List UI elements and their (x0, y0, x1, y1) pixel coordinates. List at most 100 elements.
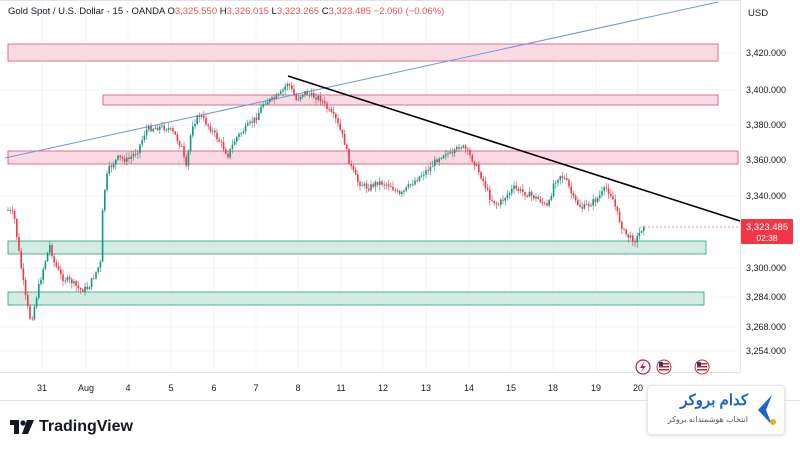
candle-body (236, 136, 238, 142)
candle-body (348, 148, 350, 164)
candle-body (79, 288, 82, 290)
candle-body (480, 172, 482, 179)
candle-body (264, 104, 267, 106)
candle-body (563, 177, 566, 179)
candle-body (493, 200, 495, 204)
candle-body (407, 184, 410, 188)
time-axis-label: 12 (378, 383, 388, 393)
us-flag-icon[interactable] (656, 359, 672, 375)
candle-body (220, 141, 223, 143)
candle-body (541, 202, 544, 203)
support-zone-3283[interactable] (7, 291, 705, 306)
candle-body (244, 125, 247, 132)
countdown-timer: 02:38 (756, 233, 778, 243)
tradingview-logo-icon (10, 420, 34, 434)
candle-body (418, 176, 421, 181)
candle-body (392, 186, 394, 191)
candle-body (559, 176, 561, 180)
current-price-value: 3,323.485 (746, 222, 788, 233)
support-zone-3310[interactable] (7, 240, 707, 255)
candle-body (544, 202, 546, 204)
candle-body (522, 189, 524, 193)
time-axis-label: 18 (548, 383, 558, 393)
price-axis-label: 3,300.000 (746, 263, 786, 273)
candle-body (511, 188, 513, 193)
candle-body (128, 157, 130, 159)
tradingview-logo[interactable]: TradingView (10, 418, 133, 436)
us-flag-icon[interactable] (694, 359, 710, 375)
price-chart[interactable]: 3,420.000 3,400.000 3,380.000 3,360.000 3,34… (0, 0, 800, 405)
candle-body (489, 189, 491, 201)
candle-body (44, 261, 47, 269)
candle-body (269, 99, 271, 103)
candle-body (218, 139, 220, 142)
candle-body (242, 131, 245, 134)
candle-body (605, 187, 608, 189)
candle-body (431, 165, 434, 167)
candle-body (434, 159, 436, 166)
candle-body (141, 139, 143, 145)
candle-body (152, 128, 154, 132)
candle-body (616, 206, 619, 212)
candle-body (387, 184, 390, 187)
resistance-zone-3400[interactable] (102, 94, 719, 106)
open-label: O (167, 6, 175, 17)
open-value: 3,325.550 (174, 6, 218, 17)
descending-trendline[interactable] (287, 75, 741, 222)
candle-body (491, 200, 493, 201)
candle-body (66, 277, 69, 281)
candle-body (412, 184, 414, 186)
resistance-zone-3420[interactable] (7, 43, 719, 62)
candle-body (57, 266, 60, 270)
candle-body (456, 147, 458, 150)
candle-body (132, 154, 135, 157)
candle-body (299, 96, 302, 100)
candle-body (330, 109, 333, 112)
candle-body (150, 126, 152, 132)
candle-body (163, 125, 165, 130)
candle-body (187, 151, 190, 166)
candle-body (599, 195, 601, 199)
candle-body (581, 206, 583, 209)
candle-body (447, 153, 449, 155)
candle-body (159, 126, 161, 131)
candle-body (341, 129, 344, 134)
candle-body (557, 179, 559, 183)
candle-body (315, 97, 317, 100)
candle-body (198, 116, 201, 118)
candle-body (385, 184, 388, 186)
time-axis-label: 5 (168, 383, 173, 393)
ascending-channel-line[interactable] (4, 1, 719, 159)
candle-body (414, 180, 416, 185)
currency-label[interactable]: USD (748, 8, 769, 19)
candle-body (368, 188, 370, 191)
candle-body (156, 127, 159, 131)
candle-body (436, 159, 438, 163)
candle-body (273, 97, 275, 99)
candle-body (97, 267, 99, 272)
candle-body (614, 199, 616, 207)
candle-body (618, 211, 621, 222)
candle-body (621, 221, 623, 229)
candle-body (379, 181, 381, 185)
candle-body (185, 156, 187, 166)
time-axis-label: 14 (464, 383, 474, 393)
candle-body (506, 194, 509, 199)
close-label: C (321, 6, 329, 17)
candle-body (475, 164, 478, 166)
candle-body (106, 173, 108, 190)
candle-body (200, 115, 203, 118)
candle-body (427, 170, 429, 172)
candle-body (519, 189, 522, 191)
flash-icon[interactable] (635, 359, 651, 375)
candle-body (297, 99, 300, 101)
candle-body (233, 141, 236, 145)
broker-logo-icon (758, 395, 776, 425)
candle-body (209, 126, 212, 132)
symbol-legend[interactable]: Gold Spot / U.S. Dollar · 15 · OANDA O3,… (8, 6, 444, 17)
candle-body (77, 285, 80, 289)
candle-body (601, 190, 603, 196)
candle-body (275, 94, 278, 99)
time-axis-label: 13 (421, 383, 431, 393)
candle-body (346, 144, 348, 149)
